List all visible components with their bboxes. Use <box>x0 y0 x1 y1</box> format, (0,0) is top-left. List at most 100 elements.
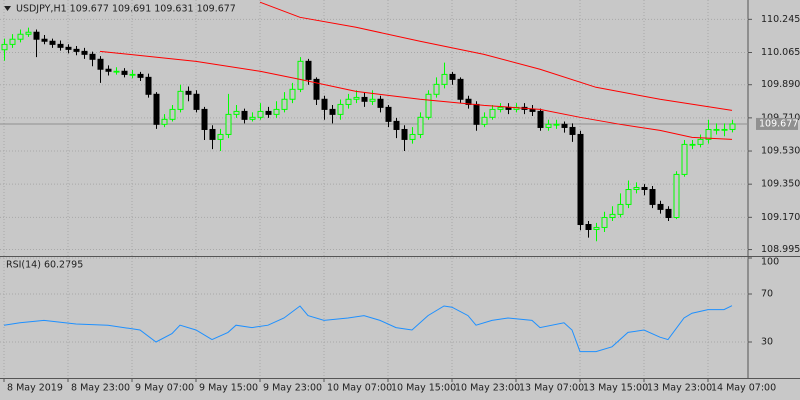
candle-body <box>377 98 384 108</box>
candle-body <box>457 78 464 100</box>
candle-body <box>473 103 480 125</box>
candle-body <box>705 128 712 140</box>
candle-body <box>497 106 504 110</box>
x-tick-label: 13 May 23:00 <box>647 383 712 394</box>
candle-body <box>729 123 736 130</box>
candle-body <box>617 203 624 215</box>
candle-body <box>49 40 56 45</box>
candle-body <box>409 133 416 140</box>
candle-body <box>265 110 272 115</box>
x-tick-label: 8 May 2019 <box>7 383 63 394</box>
x-tick-label: 10 May 07:00 <box>327 383 392 394</box>
candle-body <box>545 123 552 128</box>
candle-body <box>73 48 80 52</box>
candle-body <box>641 186 648 191</box>
candle-body <box>313 78 320 100</box>
candle-body <box>393 120 400 130</box>
candle-body <box>489 108 496 118</box>
candle-body <box>113 70 120 73</box>
candle-body <box>81 50 88 55</box>
candle-body <box>665 208 672 219</box>
current-price-box <box>756 117 798 130</box>
rsi-tick-label: 30 <box>761 337 773 348</box>
candle-body <box>673 173 680 219</box>
candle-body <box>369 98 376 102</box>
y-tick-label: 109.890 <box>761 79 800 90</box>
y-tick-label: 109.170 <box>761 212 800 223</box>
candle-body <box>193 93 200 110</box>
rsi-tick-label: 100 <box>761 257 779 268</box>
candle-body <box>89 53 96 60</box>
candle-body <box>345 98 352 105</box>
x-tick-label: 9 May 23:00 <box>263 383 322 394</box>
candle-body <box>625 189 632 205</box>
candle-body <box>689 143 696 146</box>
candle-body <box>297 60 304 90</box>
candle-body <box>713 128 720 131</box>
y-tick-label: 109.710 <box>761 112 800 123</box>
candle-body <box>353 96 360 100</box>
candle-body <box>217 133 224 140</box>
symbol-menu-arrow[interactable] <box>4 6 11 11</box>
candle-body <box>9 38 16 45</box>
rsi-tick-label: 70 <box>761 289 773 300</box>
moving-average <box>99 50 733 140</box>
candle-body <box>329 108 336 115</box>
candle-body <box>241 110 248 120</box>
candle-body <box>129 73 136 76</box>
candle-body <box>257 110 264 118</box>
candle-body <box>657 203 664 210</box>
candle-body <box>361 96 368 102</box>
candle-body <box>481 116 488 125</box>
x-tick-label: 13 May 07:00 <box>519 383 584 394</box>
y-tick-label: 109.350 <box>761 179 800 190</box>
candle-body <box>553 123 560 126</box>
candle-body <box>209 128 216 140</box>
candle-body <box>201 108 208 130</box>
candle-body <box>249 116 256 120</box>
x-tick-label: 14 May 07:00 <box>711 383 776 394</box>
x-tick-label: 8 May 23:00 <box>71 383 130 394</box>
candle-body <box>537 110 544 128</box>
candle-body <box>57 43 64 48</box>
candle-body <box>585 224 592 230</box>
candle-body <box>441 73 448 85</box>
candle-body <box>577 133 584 226</box>
candle-body <box>465 98 472 105</box>
candle-body <box>417 116 424 135</box>
moving-average <box>259 1 733 111</box>
candle-body <box>225 113 232 135</box>
candle-body <box>145 76 152 95</box>
candle-body <box>289 88 296 100</box>
candle-body <box>41 38 48 42</box>
candle-body <box>449 73 456 80</box>
candle-body <box>121 70 128 75</box>
candle-body <box>569 126 576 135</box>
candle-body <box>337 103 344 115</box>
candle-body <box>65 46 72 50</box>
candle-body <box>185 90 192 95</box>
candle-body <box>529 108 536 112</box>
candle-body <box>105 68 112 72</box>
candle-body <box>177 90 184 110</box>
rsi-line <box>3 305 733 353</box>
candle-body <box>561 123 568 128</box>
candle-body <box>385 106 392 122</box>
x-tick-label: 9 May 15:00 <box>199 383 258 394</box>
chart-title: USDJPY,H1 109.677 109.691 109.631 109.67… <box>16 4 236 15</box>
candle-body <box>593 226 600 230</box>
candle-body <box>137 73 144 78</box>
x-tick-label: 13 May 15:00 <box>583 383 648 394</box>
x-tick-label: 9 May 07:00 <box>135 383 194 394</box>
y-tick-label: 110.245 <box>761 14 800 25</box>
candle-body <box>273 108 280 115</box>
y-tick-label: 109.530 <box>761 146 800 157</box>
candle-body <box>721 128 728 131</box>
candle-body <box>321 98 328 110</box>
x-tick-label: 10 May 15:00 <box>391 383 456 394</box>
candle-body <box>633 186 640 191</box>
rsi-title: RSI(14) 60.2795 <box>6 260 83 271</box>
candle-body <box>1 43 8 51</box>
